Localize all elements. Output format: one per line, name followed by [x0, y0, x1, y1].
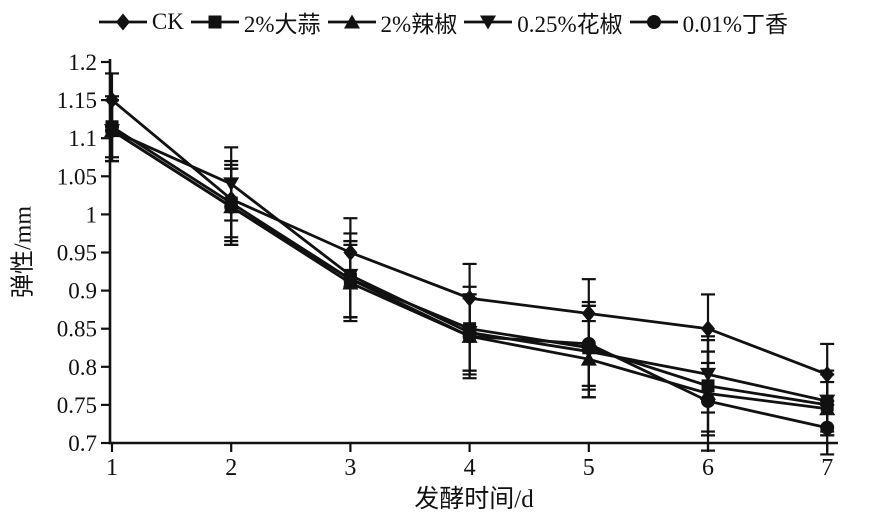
- legend-label: 0.01%丁香: [682, 12, 789, 37]
- legend-marker: [464, 15, 513, 30]
- x-tick-label: 4: [464, 455, 476, 481]
- legend-marker: [98, 13, 147, 31]
- y-tick-label: 0.9: [68, 279, 97, 304]
- x-tick-label: 5: [583, 455, 595, 481]
- diamond-marker-icon: [343, 244, 358, 261]
- triangle-up-marker-icon: [343, 14, 360, 29]
- legend-marker: [629, 15, 678, 29]
- circle-marker-icon: [581, 336, 596, 351]
- square-marker-icon: [208, 15, 222, 29]
- triangle-down-marker-icon: [700, 367, 716, 382]
- y-axis-title: 弹性/mm: [10, 205, 37, 299]
- circle-marker-icon: [105, 123, 119, 138]
- diamond-marker-icon: [701, 320, 715, 338]
- legend-item-CK: CK: [98, 9, 184, 35]
- x-tick-label: 2: [225, 455, 237, 481]
- x-tick-label: 6: [702, 455, 714, 481]
- y-tick-label: 0.85: [57, 317, 97, 342]
- triangle-down-marker-icon: [223, 177, 240, 192]
- y-tick-label: 0.75: [57, 393, 97, 418]
- diamond-marker-icon: [462, 289, 477, 307]
- y-tick-label: 1.05: [57, 164, 97, 189]
- y-tick-label: 1.2: [68, 50, 97, 75]
- legend-item-2%辣椒: 2%辣椒: [327, 5, 458, 39]
- y-tick-label: 0.95: [57, 241, 97, 266]
- triangle-down-marker-icon: [480, 15, 497, 30]
- legend-label: 0.25%花椒: [517, 12, 623, 37]
- circle-marker-icon: [224, 199, 239, 214]
- square-marker-icon: [701, 379, 715, 393]
- x-axis-title: 发酵时间/d: [414, 486, 534, 513]
- y-tick-label: 0.8: [68, 355, 97, 380]
- circle-marker-icon: [646, 15, 661, 29]
- y-tick-label: 1.1: [68, 126, 97, 151]
- y-tick-label: 0.7: [68, 431, 97, 456]
- circle-marker-icon: [343, 272, 358, 287]
- legend-label: 2%大蒜: [243, 12, 321, 37]
- circle-marker-icon: [820, 420, 835, 435]
- legend-item-2%大蒜: 2%大蒜: [190, 5, 321, 39]
- diamond-marker-icon: [105, 91, 119, 109]
- legend-marker: [190, 15, 239, 29]
- legend-item-0.25%花椒: 0.25%花椒: [463, 5, 623, 39]
- legend-marker: [327, 14, 376, 29]
- triangle-down-marker-icon: [819, 394, 836, 409]
- legend: CK 2%大蒜 2%辣椒 0.25%花椒 0.01%丁香: [0, 4, 886, 40]
- diamond-marker-icon: [820, 365, 835, 383]
- legend-item-0.01%丁香: 0.01%丁香: [629, 5, 788, 39]
- diamond-marker-icon: [115, 13, 130, 31]
- circle-marker-icon: [701, 394, 715, 409]
- legend-label: 2%辣椒: [380, 12, 458, 37]
- circle-marker-icon: [462, 329, 477, 344]
- x-tick-label: 7: [821, 455, 833, 481]
- x-tick-label: 3: [344, 455, 356, 481]
- y-tick-label: 1.15: [57, 88, 97, 113]
- diamond-marker-icon: [581, 304, 596, 322]
- x-tick-label: 1: [106, 455, 118, 481]
- y-tick-label: 1: [86, 202, 98, 227]
- legend-label: CK: [151, 9, 184, 34]
